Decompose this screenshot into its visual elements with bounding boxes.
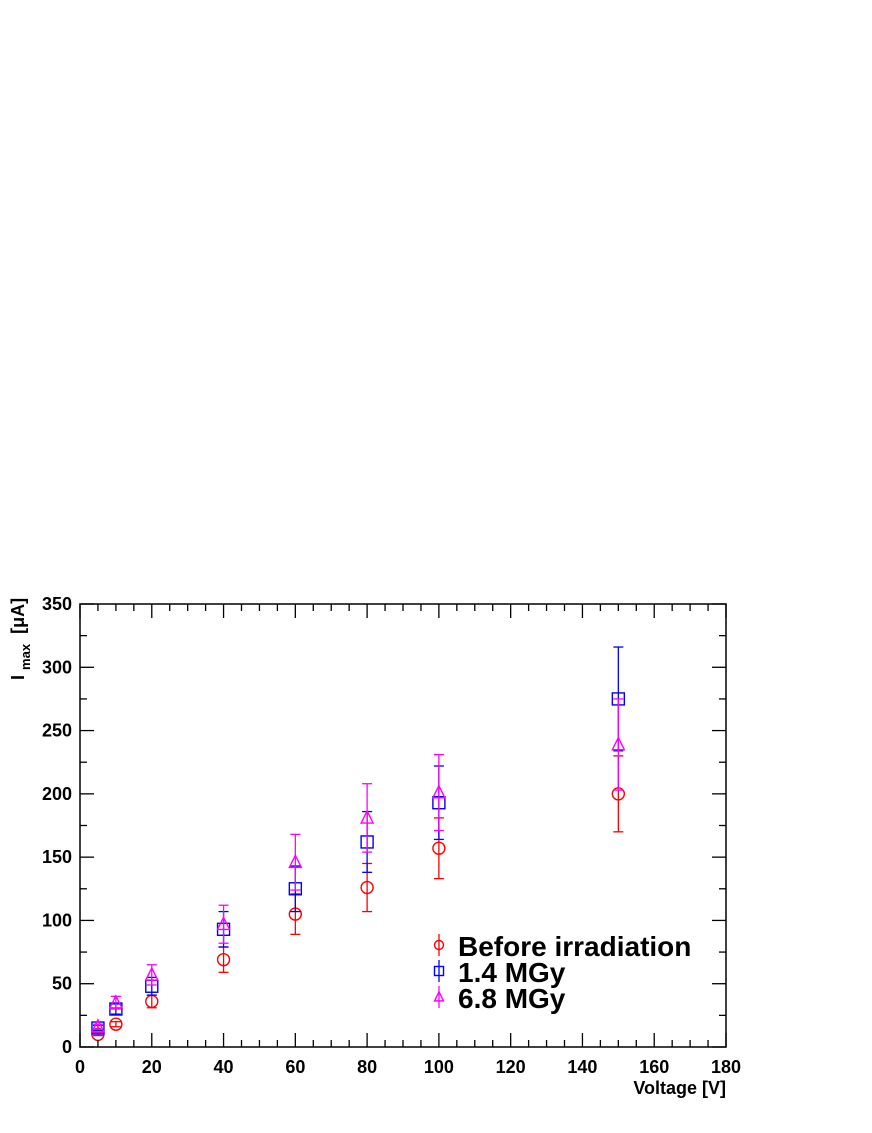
y-tick-label: 350 [42, 594, 72, 614]
x-tick-label: 20 [142, 1057, 162, 1077]
y-tick-label: 0 [62, 1037, 72, 1057]
legend-item-6-8-mgy: 6.8 MGy [433, 983, 566, 1014]
y-tick-label: 150 [42, 847, 72, 867]
data-point-circle [433, 939, 445, 951]
x-tick-label: 0 [75, 1057, 85, 1077]
x-tick-label: 180 [711, 1057, 741, 1077]
y-axis-title: I max [μA] [8, 598, 34, 680]
data-point-circle [360, 880, 374, 895]
y-tick-label: 250 [42, 721, 72, 741]
y-axis-title-unit: [μA] [8, 598, 28, 634]
y-tick-label: 100 [42, 910, 72, 930]
legend-label: Before irradiation [458, 931, 691, 962]
data-point-triangle [216, 915, 231, 931]
tick-labels: 0 20 40 60 80 100 120 140 160 180 0 50 100 150 200 250 3… [42, 594, 741, 1077]
x-tick-label: 140 [567, 1057, 597, 1077]
y-tick-label: 300 [42, 657, 72, 677]
x-tick-label: 40 [214, 1057, 234, 1077]
data-point-triangle [108, 994, 124, 1009]
legend-marker-circle [433, 934, 445, 956]
y-axis-title-sub: max [18, 643, 33, 670]
x-tick-label: 120 [496, 1057, 526, 1077]
x-tick-label: 100 [424, 1057, 454, 1077]
y-tick-label: 200 [42, 784, 72, 804]
x-tick-label: 160 [639, 1057, 669, 1077]
data-point-triangle [431, 784, 447, 799]
svg-text:I max [μA]: I max [μA] [8, 598, 34, 680]
data-marks [90, 646, 626, 1042]
data-point-triangle [90, 1018, 106, 1033]
legend-marker-square [433, 960, 445, 982]
legend: Before irradiation 1.4 MGy 6.8 MGy [433, 931, 691, 1014]
data-point-triangle [144, 966, 159, 981]
x-tick-label: 60 [285, 1057, 305, 1077]
data-point-triangle [433, 990, 445, 1002]
legend-label: 6.8 MGy [458, 983, 566, 1014]
data-point-triangle [611, 736, 626, 751]
axis-ticks [79, 603, 727, 1048]
data-point-square [433, 965, 445, 977]
data-point-square [91, 1021, 105, 1035]
data-point-circle [109, 1017, 123, 1031]
legend-marker-triangle [433, 986, 445, 1008]
y-tick-label: 50 [52, 974, 72, 994]
y-axis-title-main: I [8, 675, 28, 680]
x-tick-label: 80 [357, 1057, 377, 1077]
data-point-triangle [359, 809, 375, 824]
series-triangle [90, 698, 626, 1033]
legend-label: 1.4 MGy [458, 957, 566, 988]
data-point-circle [432, 841, 446, 855]
x-axis-title: Voltage [V] [633, 1078, 726, 1098]
plot-frame [79, 603, 727, 1048]
data-point-triangle [288, 853, 303, 869]
legend-item-1-4-mgy: 1.4 MGy [433, 957, 566, 988]
data-point-circle [216, 952, 231, 967]
legend-item-before-irradiation: Before irradiation [433, 931, 691, 962]
